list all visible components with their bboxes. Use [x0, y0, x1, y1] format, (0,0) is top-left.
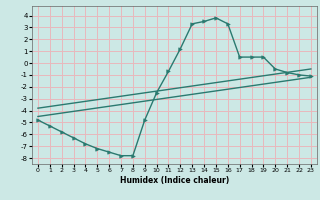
X-axis label: Humidex (Indice chaleur): Humidex (Indice chaleur)	[120, 176, 229, 185]
